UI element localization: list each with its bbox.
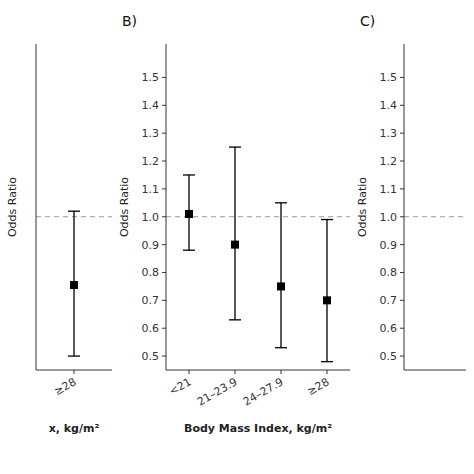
y-tick xyxy=(162,77,166,78)
y-tick-label: 1.5 xyxy=(142,71,160,84)
reference-line xyxy=(404,216,466,217)
y-tick-label: 1.0 xyxy=(380,211,398,224)
y-tick-label: 1.4 xyxy=(380,99,398,112)
y-tick xyxy=(400,244,404,245)
y-tick xyxy=(162,272,166,273)
y-tick xyxy=(162,105,166,106)
y-tick xyxy=(162,161,166,162)
y-tick-label: 1.2 xyxy=(142,155,160,168)
panel: 0.5 0.6 0.7 0.8 0.9 1.0 1.1 1.2 1.3 1.4 1.5 <2121–2… xyxy=(118,13,350,435)
y-tick-label: 0.9 xyxy=(380,239,398,252)
x-tick-label: 21–23.9 xyxy=(195,375,240,408)
y-axis xyxy=(404,44,405,370)
point xyxy=(185,210,193,218)
error-cap-low xyxy=(321,361,333,362)
error-cap-low xyxy=(229,319,241,320)
y-axis xyxy=(166,44,167,370)
error-cap-high xyxy=(275,202,287,203)
y-tick-label: 1.5 xyxy=(380,71,398,84)
x-axis-label: x, kg/m² xyxy=(49,422,100,435)
error-cap-high xyxy=(68,211,80,212)
plot-area xyxy=(404,216,466,217)
y-tick xyxy=(400,356,404,357)
y-tick xyxy=(400,133,404,134)
y-tick-label: 0.7 xyxy=(142,294,160,307)
x-tick-label: ≥28 xyxy=(52,375,79,398)
panel: 0.5 0.6 0.7 0.8 0.9 1.0 1.1 1.2 1.3 1.4 1.5 Odds Ra… xyxy=(356,13,466,370)
error-bar xyxy=(280,203,281,348)
y-tick xyxy=(400,105,404,106)
y-tick xyxy=(400,161,404,162)
y-tick xyxy=(400,77,404,78)
x-tick xyxy=(235,370,236,374)
y-tick-label: 0.8 xyxy=(142,266,160,279)
x-tick-label: 24–27.9 xyxy=(241,375,286,408)
chart: ≥28 x, kg/m² Odds Ratio 0.5 0.6 0.7 0.8 0.9 1.0 1… xyxy=(0,0,474,474)
y-axis-label: Odds Ratio xyxy=(6,177,19,237)
y-tick xyxy=(400,300,404,301)
y-tick-label: 0.7 xyxy=(380,294,398,307)
y-axis-label: Odds Ratio xyxy=(118,177,131,237)
x-tick xyxy=(281,370,282,374)
error-bar xyxy=(234,147,235,320)
y-tick xyxy=(162,300,166,301)
y-tick-label: 0.5 xyxy=(142,350,160,363)
panel-label: B) xyxy=(122,13,137,29)
y-tick xyxy=(400,188,404,189)
error-cap-low xyxy=(275,347,287,348)
y-tick xyxy=(400,328,404,329)
y-tick-label: 0.5 xyxy=(380,350,398,363)
y-tick-label: 1.3 xyxy=(142,127,160,140)
y-tick xyxy=(162,328,166,329)
y-tick-label: 1.4 xyxy=(142,99,160,112)
error-cap-high xyxy=(321,219,333,220)
plot-area xyxy=(36,211,112,356)
y-tick xyxy=(162,356,166,357)
error-cap-low xyxy=(68,355,80,356)
x-axis-label: Body Mass Index, kg/m² xyxy=(184,422,332,435)
x-tick xyxy=(327,370,328,374)
y-tick-label: 0.9 xyxy=(142,239,160,252)
y-tick xyxy=(162,244,166,245)
y-tick-label: 1.3 xyxy=(380,127,398,140)
y-tick-label: 1.0 xyxy=(142,211,160,224)
error-cap-high xyxy=(183,174,195,175)
y-tick-label: 0.8 xyxy=(380,266,398,279)
y-tick xyxy=(162,216,166,217)
y-tick-label: 1.2 xyxy=(380,155,398,168)
y-axis xyxy=(36,44,37,370)
error-bar xyxy=(326,220,327,362)
y-tick-label: 0.6 xyxy=(142,322,160,335)
x-axis xyxy=(166,370,350,371)
y-tick xyxy=(162,133,166,134)
y-tick xyxy=(400,216,404,217)
x-tick xyxy=(74,370,75,374)
panel-label: C) xyxy=(360,13,375,29)
plot-area xyxy=(166,147,350,362)
point xyxy=(323,296,331,304)
error-cap-high xyxy=(229,146,241,147)
x-tick-label: <21 xyxy=(167,375,194,398)
y-tick-label: 1.1 xyxy=(380,183,398,196)
y-tick-label: 0.6 xyxy=(380,322,398,335)
x-tick xyxy=(189,370,190,374)
y-tick xyxy=(400,272,404,273)
reference-line xyxy=(166,216,350,217)
y-axis-label: Odds Ratio xyxy=(356,177,369,237)
point xyxy=(231,241,239,249)
panel: ≥28 x, kg/m² Odds Ratio xyxy=(6,44,112,435)
y-tick xyxy=(162,188,166,189)
point xyxy=(277,282,285,290)
y-tick-label: 1.1 xyxy=(142,183,160,196)
error-cap-low xyxy=(183,250,195,251)
point xyxy=(70,281,78,289)
x-tick-label: ≥28 xyxy=(305,375,332,398)
x-axis xyxy=(404,370,466,371)
